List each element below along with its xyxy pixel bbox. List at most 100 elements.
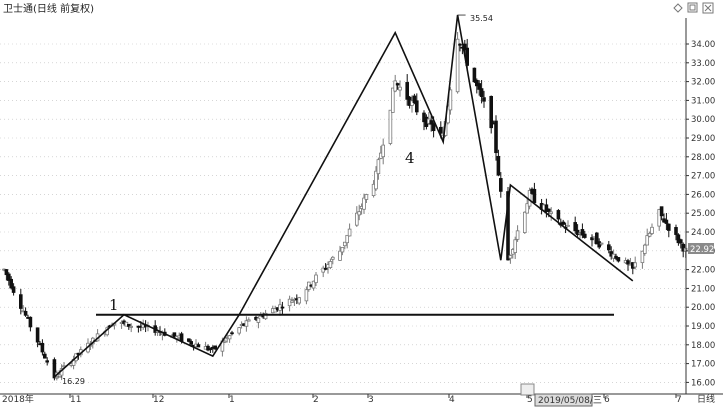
candle-body [227, 335, 232, 340]
candle-body [477, 83, 481, 90]
low-annotation: 16.29 [62, 377, 85, 386]
candle-body [580, 229, 585, 236]
candle-body [35, 327, 40, 343]
high-annotation: 35.54 [470, 14, 493, 23]
candle-body [172, 332, 177, 337]
y-tick-label: 28.00 [691, 153, 715, 163]
y-tick-label: 17.00 [691, 360, 715, 370]
y-tick-label: 16.00 [691, 378, 715, 388]
candle-body [575, 229, 580, 235]
crosshair-marker[interactable] [520, 383, 535, 396]
x-tick-dec: 12 [153, 395, 164, 405]
candle-body [328, 261, 333, 268]
candle-body [657, 209, 661, 227]
candle-body [506, 191, 510, 261]
candle-body [410, 100, 414, 106]
candle-body [607, 244, 611, 251]
candle-body [640, 250, 645, 264]
candle-body [482, 97, 486, 102]
candle-body [11, 286, 16, 293]
highlighted-date: 2019/05/08/三 [538, 396, 602, 406]
y-tick-label: 21.00 [691, 284, 715, 294]
candle-body [647, 232, 652, 237]
y-tick-label: 31.00 [691, 96, 715, 106]
y-tick-label: 26.00 [691, 190, 715, 200]
candle-body [643, 244, 647, 254]
candle-body [280, 306, 285, 309]
candle-body [189, 341, 194, 345]
period-label: 日线 [697, 393, 715, 405]
candle-body [304, 289, 309, 302]
candle-body [681, 243, 685, 252]
diamond-icon[interactable] [673, 3, 683, 13]
candle-body [321, 267, 325, 273]
candle-body [498, 178, 503, 192]
candle-body [347, 228, 352, 237]
candle-body [393, 80, 397, 92]
candle-body [429, 120, 433, 125]
candle-body [256, 317, 261, 323]
candle-body [9, 278, 14, 289]
candle-body [45, 360, 49, 363]
candle-body [338, 250, 342, 261]
candle-body [515, 230, 520, 240]
candle-body [388, 109, 393, 144]
candle-body [458, 43, 462, 46]
candle-body [127, 323, 131, 327]
candle-body [237, 327, 242, 334]
x-tick-feb: 2 [313, 395, 319, 405]
candle-body [616, 257, 621, 262]
candle-body [573, 222, 577, 232]
candle-body [513, 239, 517, 253]
candle-body [561, 221, 565, 225]
candle-body [398, 86, 402, 91]
candle-body [362, 197, 366, 210]
candle-body [330, 256, 335, 260]
candle-body [230, 332, 234, 335]
y-tick-label: 24.00 [691, 228, 715, 238]
chart-title: 卫士通(日线 前复权) [3, 2, 94, 15]
candle-body [549, 211, 553, 214]
y-tick-label: 22.00 [691, 266, 715, 276]
candle-body [414, 100, 419, 113]
candle-body [354, 212, 359, 226]
candle-body [438, 126, 443, 134]
candle-body [208, 348, 213, 351]
x-tick-jan: 1 [229, 395, 235, 405]
candle-body [395, 83, 400, 86]
candle-body [290, 300, 294, 303]
y-tick-label: 20.00 [691, 303, 715, 313]
last-price-box [688, 243, 714, 254]
candle-body [381, 144, 385, 158]
restore-icon[interactable] [687, 2, 698, 13]
candle-body [390, 87, 395, 113]
candle-body [7, 273, 11, 281]
candle-body [676, 234, 681, 244]
candle-body [556, 210, 561, 220]
candle-body [206, 345, 210, 351]
last-price: 22.92 [690, 245, 714, 255]
candle-body [664, 219, 669, 224]
close-icon[interactable] [702, 2, 714, 14]
candle-body [674, 227, 678, 235]
candle-body [489, 95, 493, 129]
candle-body [40, 342, 45, 353]
candle-body [645, 235, 649, 246]
candle-body [364, 194, 369, 200]
candle-body [52, 359, 57, 379]
candle-body [599, 242, 604, 245]
candle-body [186, 338, 191, 342]
candle-body [18, 294, 23, 309]
candle-body [659, 206, 664, 217]
candle-body [129, 325, 134, 328]
candle-body [626, 260, 630, 265]
y-tick-label: 32.00 [691, 78, 715, 88]
candle-body [311, 280, 316, 289]
candle-body [323, 267, 328, 270]
candle-body [650, 226, 654, 234]
candle-body [376, 159, 381, 175]
y-tick-label: 19.00 [691, 322, 715, 332]
candle-body [405, 82, 409, 100]
